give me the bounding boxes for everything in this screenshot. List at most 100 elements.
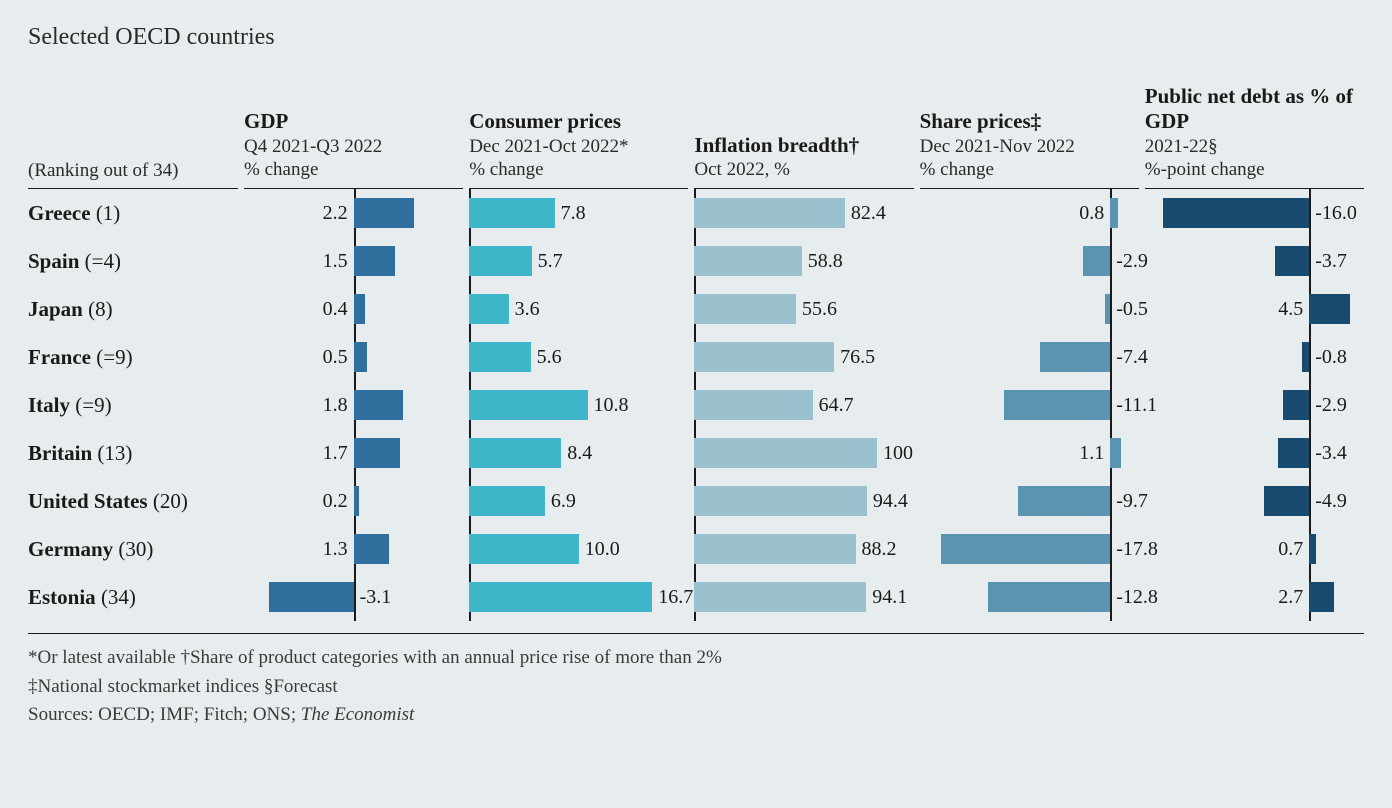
bar-cell-1-1: 5.7 <box>469 237 688 285</box>
bar-3-1 <box>469 342 530 372</box>
chart-grid: (Ranking out of 34)GDPQ4 2021-Q3 2022% c… <box>28 69 1364 621</box>
bar-cell-5-0: 1.7 <box>244 429 463 477</box>
bar-label-2-0: 0.4 <box>323 294 348 324</box>
bar-label-4-0: 1.8 <box>323 390 348 420</box>
bar-5-4 <box>1278 438 1309 468</box>
footnote-sources: Sources: OECD; IMF; Fitch; ONS; The Econ… <box>28 701 1364 730</box>
country-rank-6: (20) <box>153 489 188 513</box>
country-rank-8: (34) <box>101 585 136 609</box>
bar-7-3 <box>941 534 1111 564</box>
bar-cell-4-4: -2.9 <box>1145 381 1364 429</box>
bar-label-4-2: 64.7 <box>819 390 854 420</box>
bar-label-4-4: -2.9 <box>1315 390 1347 420</box>
bar-label-1-4: -3.7 <box>1315 246 1347 276</box>
bar-6-1 <box>469 486 545 516</box>
country-cell-4: Italy (=9) <box>28 381 238 429</box>
bar-3-4 <box>1302 342 1309 372</box>
bar-cell-7-1: 10.0 <box>469 525 688 573</box>
bar-0-2 <box>694 198 845 228</box>
country-rank-2: (8) <box>88 297 113 321</box>
country-rank-1: (=4) <box>85 249 121 273</box>
bar-label-0-0: 2.2 <box>323 198 348 228</box>
bar-cell-8-0: -3.1 <box>244 573 463 621</box>
bar-label-4-1: 10.8 <box>594 390 629 420</box>
col-sub1-1: Dec 2021-Oct 2022* <box>469 135 688 159</box>
country-rank-0: (1) <box>96 201 121 225</box>
col-title-1: Consumer prices <box>469 109 688 134</box>
footnote-line-2: ‡National stockmarket indices §Forecast <box>28 673 1364 702</box>
col-title-0: GDP <box>244 109 463 134</box>
bar-cell-5-3: 1.1 <box>920 429 1139 477</box>
col-title-2: Inflation breadth† <box>694 133 913 158</box>
bar-label-5-3: 1.1 <box>1079 438 1104 468</box>
bar-label-1-3: -2.9 <box>1116 246 1148 276</box>
country-cell-7: Germany (30) <box>28 525 238 573</box>
bar-cell-1-0: 1.5 <box>244 237 463 285</box>
bar-cell-4-0: 1.8 <box>244 381 463 429</box>
axis-zero <box>1110 381 1112 429</box>
header-country: (Ranking out of 34) <box>28 69 238 189</box>
bar-cell-0-3: 0.8 <box>920 189 1139 237</box>
bar-2-4 <box>1309 294 1350 324</box>
bar-label-1-1: 5.7 <box>538 246 563 276</box>
country-rank-7: (30) <box>118 537 153 561</box>
bar-cell-6-4: -4.9 <box>1145 477 1364 525</box>
col-sub2-1: % change <box>469 158 688 182</box>
bar-cell-6-1: 6.9 <box>469 477 688 525</box>
bar-cell-3-2: 76.5 <box>694 333 913 381</box>
bar-cell-3-4: -0.8 <box>1145 333 1364 381</box>
chart-title: Selected OECD countries <box>28 24 1364 51</box>
axis-zero <box>1110 573 1112 621</box>
bar-2-1 <box>469 294 508 324</box>
country-name-2: Japan (8) <box>28 297 113 322</box>
footnote-line-1: *Or latest available †Share of product c… <box>28 644 1364 673</box>
country-cell-6: United States (20) <box>28 477 238 525</box>
bar-2-2 <box>694 294 796 324</box>
bar-label-3-2: 76.5 <box>840 342 875 372</box>
bar-7-2 <box>694 534 855 564</box>
bar-label-5-2: 100 <box>883 438 913 468</box>
country-name-4: Italy (=9) <box>28 393 112 418</box>
bar-3-3 <box>1040 342 1111 372</box>
country-name-7: Germany (30) <box>28 537 153 562</box>
bar-2-3 <box>1105 294 1110 324</box>
bar-4-0 <box>354 390 403 420</box>
country-name-0: Greece (1) <box>28 201 120 226</box>
bar-label-8-4: 2.7 <box>1278 582 1303 612</box>
bar-label-6-0: 0.2 <box>323 486 348 516</box>
country-rank-5: (13) <box>97 441 132 465</box>
axis-zero <box>1309 237 1311 285</box>
col-title-4: Public net debt as % of GDP <box>1145 84 1364 134</box>
bar-2-0 <box>354 294 365 324</box>
bar-5-1 <box>469 438 561 468</box>
country-cell-1: Spain (=4) <box>28 237 238 285</box>
bar-label-5-0: 1.7 <box>323 438 348 468</box>
bar-1-0 <box>354 246 395 276</box>
bar-cell-1-2: 58.8 <box>694 237 913 285</box>
country-rank-4: (=9) <box>75 393 111 417</box>
bar-label-7-0: 1.3 <box>323 534 348 564</box>
bar-cell-2-3: -0.5 <box>920 285 1139 333</box>
bar-label-0-1: 7.8 <box>561 198 586 228</box>
bar-cell-6-0: 0.2 <box>244 477 463 525</box>
bar-label-6-1: 6.9 <box>551 486 576 516</box>
bar-4-3 <box>1004 390 1110 420</box>
header-col-3: Share prices‡Dec 2021-Nov 2022% change <box>920 69 1139 189</box>
col-sub1-0: Q4 2021-Q3 2022 <box>244 135 463 159</box>
country-rank-3: (=9) <box>96 345 132 369</box>
bar-label-2-4: 4.5 <box>1278 294 1303 324</box>
bar-label-8-1: 16.7 <box>658 582 693 612</box>
bar-label-6-2: 94.4 <box>873 486 908 516</box>
country-name-3: France (=9) <box>28 345 133 370</box>
country-cell-5: Britain (13) <box>28 429 238 477</box>
bar-cell-7-0: 1.3 <box>244 525 463 573</box>
bar-cell-3-3: -7.4 <box>920 333 1139 381</box>
country-cell-2: Japan (8) <box>28 285 238 333</box>
bar-5-2 <box>694 438 877 468</box>
bar-7-4 <box>1309 534 1315 564</box>
bar-label-1-0: 1.5 <box>323 246 348 276</box>
bar-1-4 <box>1275 246 1309 276</box>
bar-cell-2-1: 3.6 <box>469 285 688 333</box>
bar-0-0 <box>354 198 414 228</box>
bar-cell-4-1: 10.8 <box>469 381 688 429</box>
